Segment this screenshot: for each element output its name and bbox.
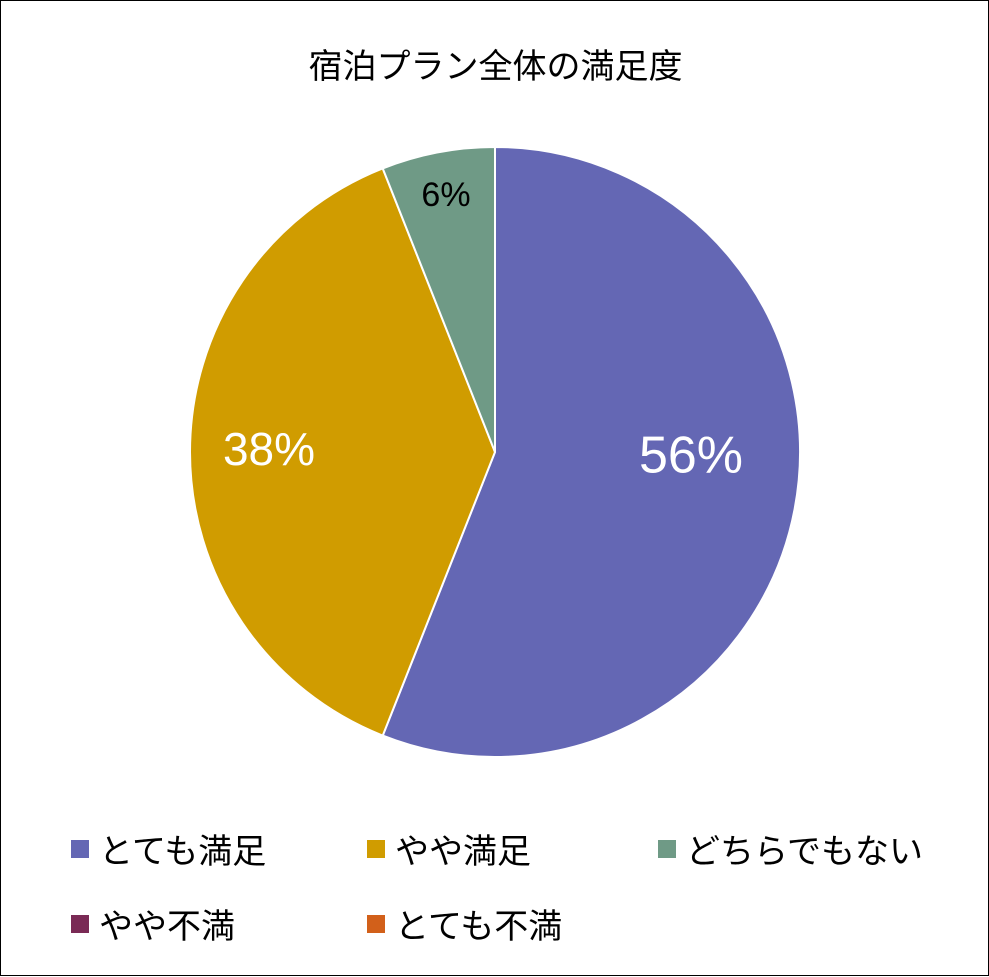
legend-item-very-dissatisfied: とても不満 [367,899,562,948]
pie-slice-very-satisfied [381,145,802,758]
legend-item-somewhat-dissatisfied: やや不満 [71,899,235,948]
legend-label: とても満足 [99,832,267,872]
data-label: 38% [223,423,315,475]
legend-label: とても不満 [395,907,563,947]
legend-swatch [71,839,89,858]
data-label: 6% [421,176,470,214]
pie-slice-neutral [381,145,496,453]
data-label: 56% [639,427,743,485]
legend-label: どちらでもない [686,832,923,872]
chart-title: 宿泊プラン全体の満足度 [308,47,683,87]
legend-label: やや満足 [395,832,531,872]
legend-swatch [658,839,676,858]
legend-swatch [367,914,385,933]
legend-item-neutral: どちらでもない [658,824,923,873]
legend-item-very-satisfied: とても満足 [71,824,266,873]
legend-swatch [367,839,385,858]
legend-swatch [71,914,89,933]
legend-label: やや不満 [99,907,235,947]
legend-item-somewhat-satisfied: やや満足 [367,824,531,873]
pie-slice-somewhat-satisfied [189,167,497,737]
